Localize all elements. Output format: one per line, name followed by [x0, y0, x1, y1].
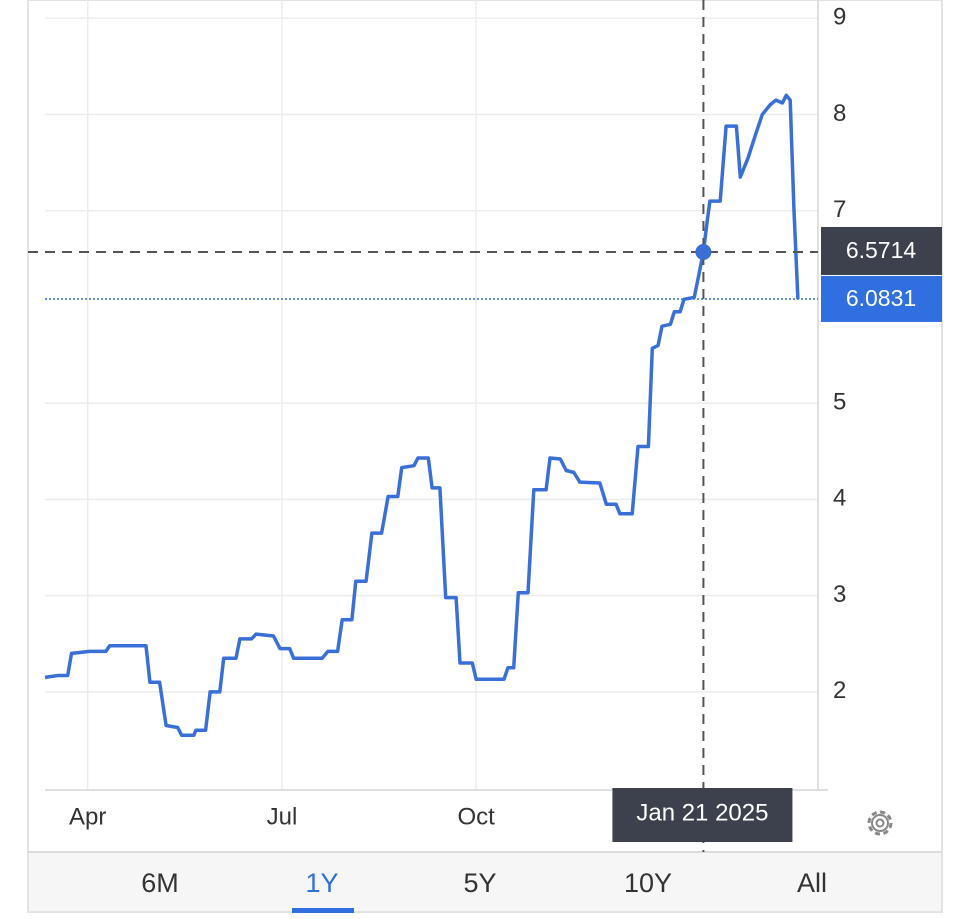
- crosshair-value-box: [821, 226, 942, 275]
- last-value-label: 6.0831: [846, 285, 916, 311]
- y-tick-label: 2: [833, 677, 846, 704]
- y-tick-label: 7: [833, 196, 846, 223]
- gear-body: [871, 814, 889, 832]
- range-button[interactable]: All: [797, 868, 827, 898]
- last-value-box: [821, 275, 942, 322]
- range-button[interactable]: 1Y: [305, 868, 338, 898]
- y-tick-label: 3: [833, 581, 846, 608]
- x-tick-label: Oct: [457, 803, 495, 830]
- crosshair-point: [695, 243, 712, 260]
- range-button[interactable]: 10Y: [624, 868, 672, 898]
- settings-icon[interactable]: [867, 810, 893, 836]
- range-button[interactable]: 6M: [141, 868, 179, 898]
- y-tick-label: 5: [833, 389, 846, 416]
- data-line: [44, 93, 800, 737]
- range-underline: [292, 908, 354, 913]
- crosshair-value-label: 6.5714: [846, 237, 917, 263]
- gear-teeth: [867, 810, 893, 836]
- x-tick-label: Apr: [69, 803, 106, 830]
- crosshair-date-box: [612, 788, 793, 842]
- y-tick-label: 9: [833, 4, 846, 31]
- frame: [27, 0, 943, 913]
- range-button[interactable]: 5Y: [463, 868, 496, 898]
- x-tick-label: Jul: [267, 803, 298, 830]
- y-tick-label: 8: [833, 100, 846, 127]
- range-bar: [29, 853, 941, 911]
- gear-hole: [875, 818, 885, 828]
- crosshair-date-label: Jan 21 2025: [636, 799, 768, 826]
- y-tick-label: 4: [833, 485, 846, 512]
